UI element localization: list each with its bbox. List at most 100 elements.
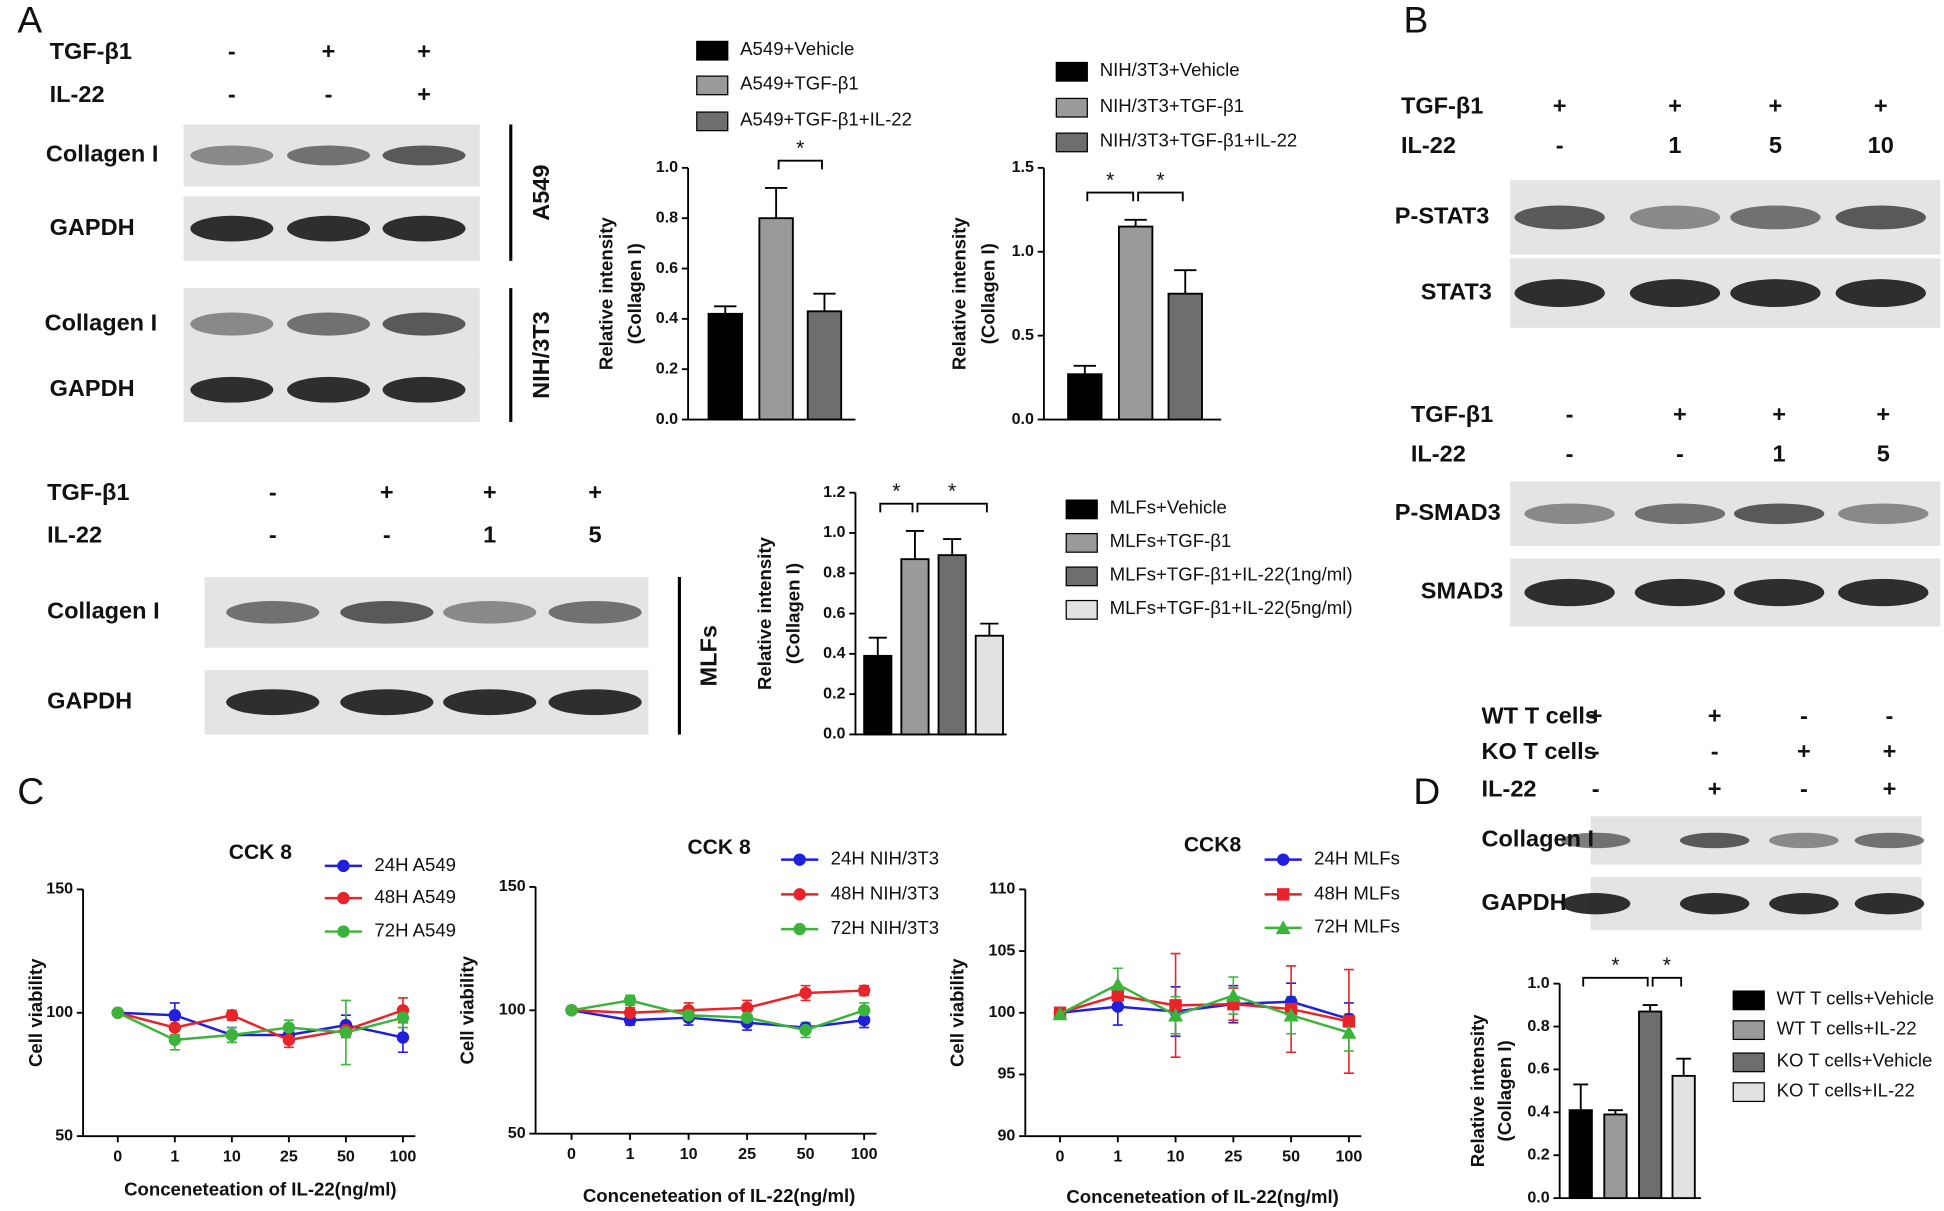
significance-bracket: [777, 159, 823, 170]
y-tick-label: 105: [989, 941, 1016, 959]
legend-marker: [1276, 853, 1290, 866]
band-label: GAPDH: [47, 687, 132, 713]
y-axis-label: Relative intensity: [754, 536, 775, 689]
series-line: [571, 999, 865, 1032]
marker: [682, 1009, 695, 1022]
lane-sign: -: [228, 38, 236, 64]
error-bar: [1608, 1109, 1623, 1115]
marker: [857, 984, 871, 997]
legend-marker: [1275, 920, 1291, 935]
bar: [937, 554, 967, 736]
blot-band: [1733, 503, 1825, 525]
marker: [225, 1009, 239, 1022]
band-label: P-STAT3: [1395, 203, 1490, 229]
significance-bracket: [1137, 191, 1184, 202]
marker: [857, 1004, 871, 1017]
y-tick-label: 0.5: [1012, 326, 1034, 344]
x-tick-label: 0: [1056, 1147, 1065, 1165]
lane-sign: +: [417, 81, 431, 107]
band-label: P-SMAD3: [1395, 499, 1501, 525]
y-tick-label: 150: [46, 880, 73, 898]
lane-sign: +: [1708, 775, 1722, 801]
lane-sign: -: [269, 521, 277, 547]
chart-title: CCK 8: [229, 841, 292, 864]
blot-band: [1838, 578, 1929, 607]
y-axis-label: Relative intensity: [595, 217, 616, 370]
legend-marker: [337, 891, 350, 905]
series-line: [571, 989, 865, 1015]
chart-title: CCK8: [1184, 834, 1242, 857]
band-label: Collagen I: [45, 309, 158, 335]
lane-sign: +: [1673, 401, 1687, 427]
legend-marker: [793, 922, 806, 936]
legend-label: A549+TGF-β1+IL-22: [740, 109, 912, 130]
x-tick-label: 50: [337, 1147, 355, 1165]
error-bar: [813, 292, 836, 312]
y-tick-label: 0.6: [1527, 1060, 1549, 1078]
y-tick-label: 0.0: [1012, 410, 1034, 428]
lane-sign: +: [1708, 702, 1722, 728]
x-tick-label: 1: [1113, 1147, 1122, 1165]
blot-band: [190, 376, 274, 403]
legend-swatch: [1055, 132, 1088, 153]
marker: [1342, 1015, 1356, 1028]
y-tick-label: 50: [508, 1124, 526, 1142]
marker: [740, 1001, 754, 1015]
marker: [1169, 999, 1182, 1012]
significance-label: *: [1106, 169, 1114, 192]
band-label: Collagen I: [46, 141, 159, 167]
lane-sign: -: [228, 81, 236, 107]
legend-swatch: [696, 75, 729, 96]
error-bar: [905, 530, 925, 560]
marker: [168, 1009, 182, 1022]
row-label: TGF-β1: [47, 479, 129, 505]
significance-bracket: [879, 502, 914, 513]
lane-sign: +: [417, 38, 431, 64]
legend-label: 48H NIH/3T3: [831, 882, 939, 903]
blot-band: [1835, 279, 1926, 307]
series-line: [1059, 983, 1350, 1034]
blot-band: [287, 376, 371, 403]
blot-band: [1733, 578, 1825, 607]
blot-band: [1514, 205, 1605, 230]
y-tick-label: 90: [997, 1126, 1015, 1144]
y-tick-label: 0.4: [1527, 1103, 1549, 1121]
series-line: [117, 1009, 404, 1042]
row-label: TGF-β1: [1411, 401, 1493, 427]
marker: [623, 994, 637, 1007]
legend-label: KO T cells+IL-22: [1777, 1079, 1915, 1100]
significance-bracket: [1651, 976, 1683, 987]
marker: [623, 1006, 637, 1019]
x-tick-label: 100: [1335, 1147, 1362, 1165]
blot-band: [382, 215, 466, 242]
x-tick-label: 10: [1167, 1147, 1185, 1165]
y-axis-label: (Collagen I): [1494, 1040, 1515, 1141]
lane-sign: -: [1676, 441, 1684, 467]
error-bar: [1676, 1057, 1692, 1076]
y-axis-label: Cell viability: [25, 958, 46, 1067]
lane-sign: +: [380, 479, 394, 505]
bar: [1167, 292, 1203, 421]
blot-band: [1769, 893, 1839, 915]
lane-sign: -: [383, 521, 391, 547]
blot-band: [443, 601, 537, 624]
blot-band: [382, 145, 466, 166]
marker: [1111, 989, 1124, 1002]
blot-band: [190, 312, 274, 336]
blot-band: [1854, 893, 1925, 915]
y-tick-label: 0.4: [823, 644, 845, 662]
y-tick-label: 0.8: [656, 208, 678, 226]
lane-sign: +: [483, 479, 497, 505]
error-bar: [764, 187, 788, 219]
legend-marker: [793, 853, 806, 866]
x-axis-label: Conceneteation of IL-22(ng/ml): [583, 1185, 856, 1206]
lane-sign: +: [1668, 92, 1682, 118]
lane-sign: 5: [589, 521, 602, 547]
bar: [1117, 225, 1154, 421]
marker: [282, 1021, 296, 1034]
error-bar: [1124, 218, 1147, 227]
y-tick-label: 100: [989, 1003, 1016, 1021]
lane-sign: +: [1883, 738, 1897, 764]
y-tick-label: 0.6: [823, 604, 845, 622]
blot-band: [1629, 279, 1721, 307]
